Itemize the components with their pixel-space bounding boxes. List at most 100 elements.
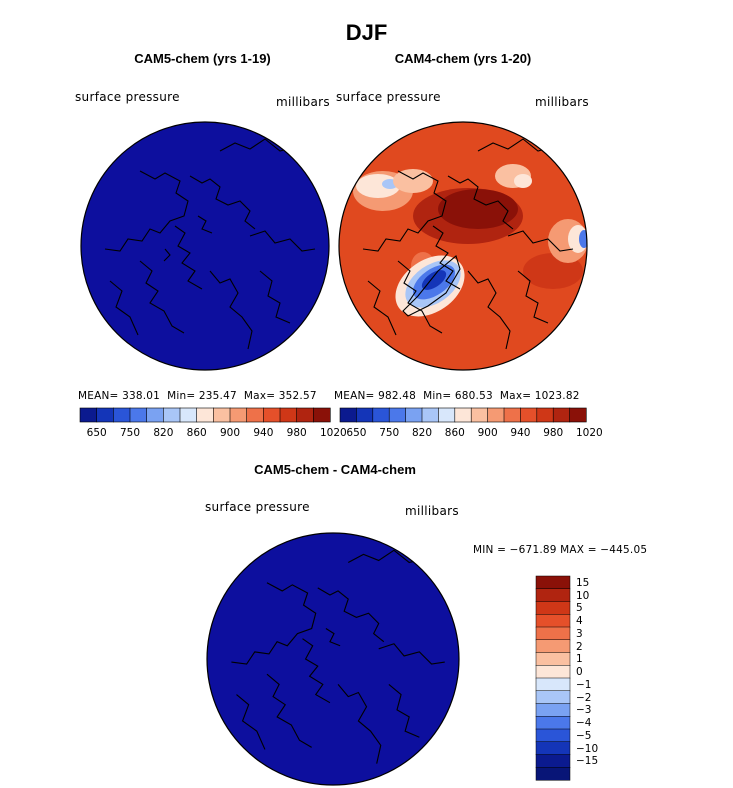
panel1-colorbar-ticks: 650 750 820 860 900 940 980 1020: [80, 427, 347, 441]
panel1-max-value: 352.57: [278, 390, 317, 402]
panel2-colorbar-swatch-13: [552, 407, 571, 423]
panel3-map-field: [207, 533, 459, 785]
panel1-colorbar-swatch-6: [179, 407, 198, 423]
panel1-tick-940: 940: [253, 427, 274, 439]
panel2-colorbar-swatch-4: [405, 407, 423, 423]
panel3-tick-neg10: −10: [576, 742, 599, 755]
panel1-colorbar-swatch-14: [313, 407, 331, 423]
panel1-colorbar-swatch-13: [296, 407, 314, 423]
panel2-colorbar-swatch-8: [470, 407, 489, 423]
panel3-tick-1: 1: [576, 653, 583, 666]
panel2-tick-980: 980: [543, 427, 564, 439]
panel1-tick-820: 820: [153, 427, 174, 439]
panel2-colorbar-swatch-5: [421, 407, 440, 423]
panel2-tick-940: 940: [510, 427, 531, 439]
panel2-tick-860: 860: [444, 427, 465, 439]
panel3-colorbar-swatch-12: [535, 728, 571, 743]
panel3-colorbar-swatch-0: [535, 575, 571, 590]
panel3-tick-5: 5: [576, 602, 583, 615]
panel3-tick-0: 0: [576, 666, 583, 678]
panel3-colorbar-swatch-15: [535, 767, 571, 781]
panel2-tick-900: 900: [477, 427, 498, 439]
panel3-tick-2: 2: [576, 640, 583, 653]
panel2-units-label: millibars: [535, 95, 589, 109]
panel1-colorbar-swatch-7: [196, 407, 214, 423]
panel1-colorbar-swatch-12: [279, 407, 298, 423]
panel1-colorbar-swatch-10: [246, 407, 264, 423]
panel1-tick-650: 650: [86, 427, 107, 439]
panel2-map: [338, 121, 588, 371]
panel3-colorbar-swatch-3: [535, 614, 571, 628]
panel3-colorbar-swatch-10: [535, 703, 571, 717]
panel3-colorbar-swatch-6: [535, 652, 571, 666]
panel1-tick-980: 980: [286, 427, 307, 439]
panel1-mean-label: MEAN=: [78, 390, 119, 402]
panel2-max-label: Max=: [499, 390, 532, 402]
panel1-tick-900: 900: [220, 427, 241, 439]
panel3-tick-10: 10: [576, 589, 590, 602]
panel2-colorbar-swatch-11: [520, 407, 538, 423]
panel2-colorbar-swatch-14: [569, 407, 587, 423]
panel3-tick-neg1: −1: [576, 678, 592, 691]
panel3-colorbar-swatch-7: [535, 665, 571, 679]
panel2-min-value: 680.53: [454, 390, 493, 402]
panel2-colorbar-swatch-0: [339, 407, 358, 423]
panel2-max-value: 1023.82: [534, 390, 580, 402]
panel2-colorbar-swatch-3: [388, 407, 407, 423]
panel1-colorbar-swatch-5: [163, 407, 181, 423]
panel1-mean-value: 338.01: [122, 390, 161, 402]
panel3-colorbar-swatch-14: [535, 754, 571, 768]
panel3-stats: MIN = −671.89 MAX = −445.05: [473, 544, 648, 556]
panel2-stats: MEAN= 982.48 Min= 680.53 Max= 1023.82: [334, 390, 580, 402]
panel1-title: CAM5-chem (yrs 1-19): [134, 51, 271, 66]
panel3-colorbar-swatch-4: [535, 626, 571, 641]
panel1-min-label: Min=: [167, 390, 196, 402]
panel1-map: [80, 121, 330, 371]
panel3-coastlines: [231, 549, 445, 764]
panel1-colorbar-swatch-11: [263, 407, 281, 423]
panel2-colorbar-swatch-12: [536, 407, 554, 423]
panel1-colorbar-swatch-2: [113, 407, 131, 423]
panel3-colorbar-swatch-13: [535, 741, 571, 756]
panel2-coastlines: [362, 138, 574, 350]
panel3-title: CAM5-chem - CAM4-chem: [254, 462, 416, 477]
panel3-field-label: surface pressure: [205, 500, 310, 514]
panel3-units-label: millibars: [405, 504, 459, 518]
panel1-tick-860: 860: [186, 427, 207, 439]
panel3-colorbar-swatch-11: [535, 716, 571, 730]
panel3-map: [206, 532, 460, 786]
panel3-tick-15: 15: [576, 576, 590, 589]
panel3-tick-4: 4: [576, 615, 583, 627]
panel1-colorbar: [79, 407, 331, 423]
panel3-tick-neg2: −2: [576, 691, 592, 704]
panel3-colorbar-swatch-1: [535, 588, 571, 603]
panel2-min-label: Min=: [423, 390, 452, 402]
panel2-colorbar-swatch-9: [487, 407, 505, 423]
panel1-stats: MEAN= 338.01 Min= 235.47 Max= 352.57: [78, 390, 317, 402]
panel3-tick-3: 3: [576, 627, 583, 640]
panel3-colorbar-swatch-5: [535, 639, 571, 654]
panel2-colorbar: [339, 407, 587, 423]
panel2-colorbar-swatch-10: [503, 407, 522, 423]
panel1-max-label: Max=: [243, 390, 276, 402]
panel2-field-label: surface pressure: [336, 90, 441, 104]
panel1-units-label: millibars: [276, 95, 330, 109]
panel2-colorbar-swatch-6: [438, 407, 456, 423]
panel3-colorbar-swatch-9: [535, 690, 571, 705]
panel2-tick-650: 650: [346, 427, 367, 439]
panel3-tick-neg4: −4: [576, 717, 592, 729]
panel1-colorbar-swatch-8: [213, 407, 231, 423]
panel1-colorbar-swatch-3: [129, 407, 148, 423]
panel1-field-label: surface pressure: [75, 90, 180, 104]
panel2-colorbar-ticks: 650 750 820 860 900 940 980 1020: [340, 427, 602, 441]
panel3-tick-neg5: −5: [576, 729, 592, 742]
panel2-tick-750: 750: [379, 427, 400, 439]
panel2-colorbar-swatch-7: [454, 407, 472, 423]
panel2-tick-1020: 1020: [576, 427, 603, 439]
panel1-colorbar-swatch-1: [96, 407, 114, 423]
panel1-coastlines: [104, 138, 316, 350]
panel1-tick-1020: 1020: [320, 427, 347, 439]
panel1-colorbar-swatch-4: [146, 407, 164, 423]
panel1-map-field: [81, 122, 329, 370]
panel2-colorbar-swatch-2: [372, 407, 390, 423]
